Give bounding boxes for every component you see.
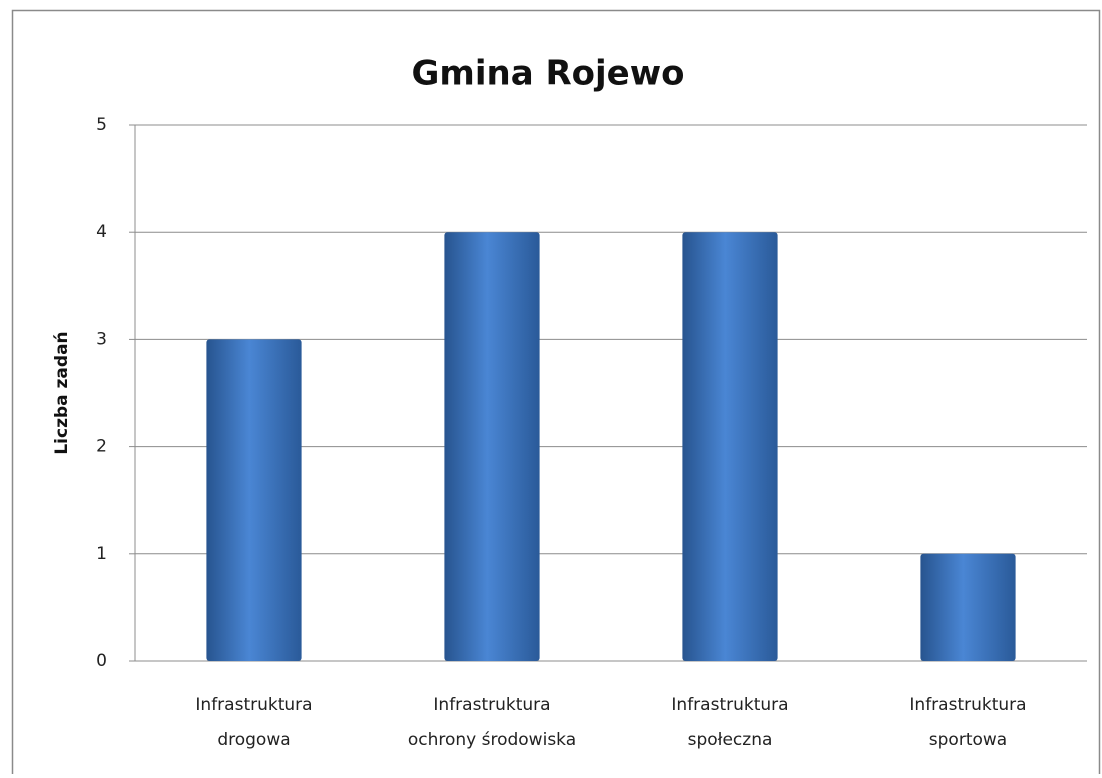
y-tick-label: 4 xyxy=(96,222,107,242)
chart-border xyxy=(11,9,1101,778)
bar xyxy=(444,232,540,661)
y-tick-label: 2 xyxy=(96,437,107,457)
y-tick-label: 5 xyxy=(96,115,107,135)
y-axis-label: Liczba zadań xyxy=(52,331,72,454)
x-tick-label: Infrastruktura ochrony środowiska xyxy=(408,695,576,750)
y-tick-label: 3 xyxy=(96,329,107,349)
chart-title: Gmina Rojewo xyxy=(412,54,685,94)
x-tick-label: Infrastruktura sportowa xyxy=(909,695,1026,750)
bar xyxy=(206,339,302,661)
y-tick-label: 0 xyxy=(96,651,107,671)
y-tick-label: 1 xyxy=(96,544,107,564)
x-tick-label: Infrastruktura społeczna xyxy=(671,695,788,750)
bar xyxy=(682,232,778,661)
bar xyxy=(920,553,1016,661)
x-tick-label: Infrastruktura drogowa xyxy=(195,695,312,750)
